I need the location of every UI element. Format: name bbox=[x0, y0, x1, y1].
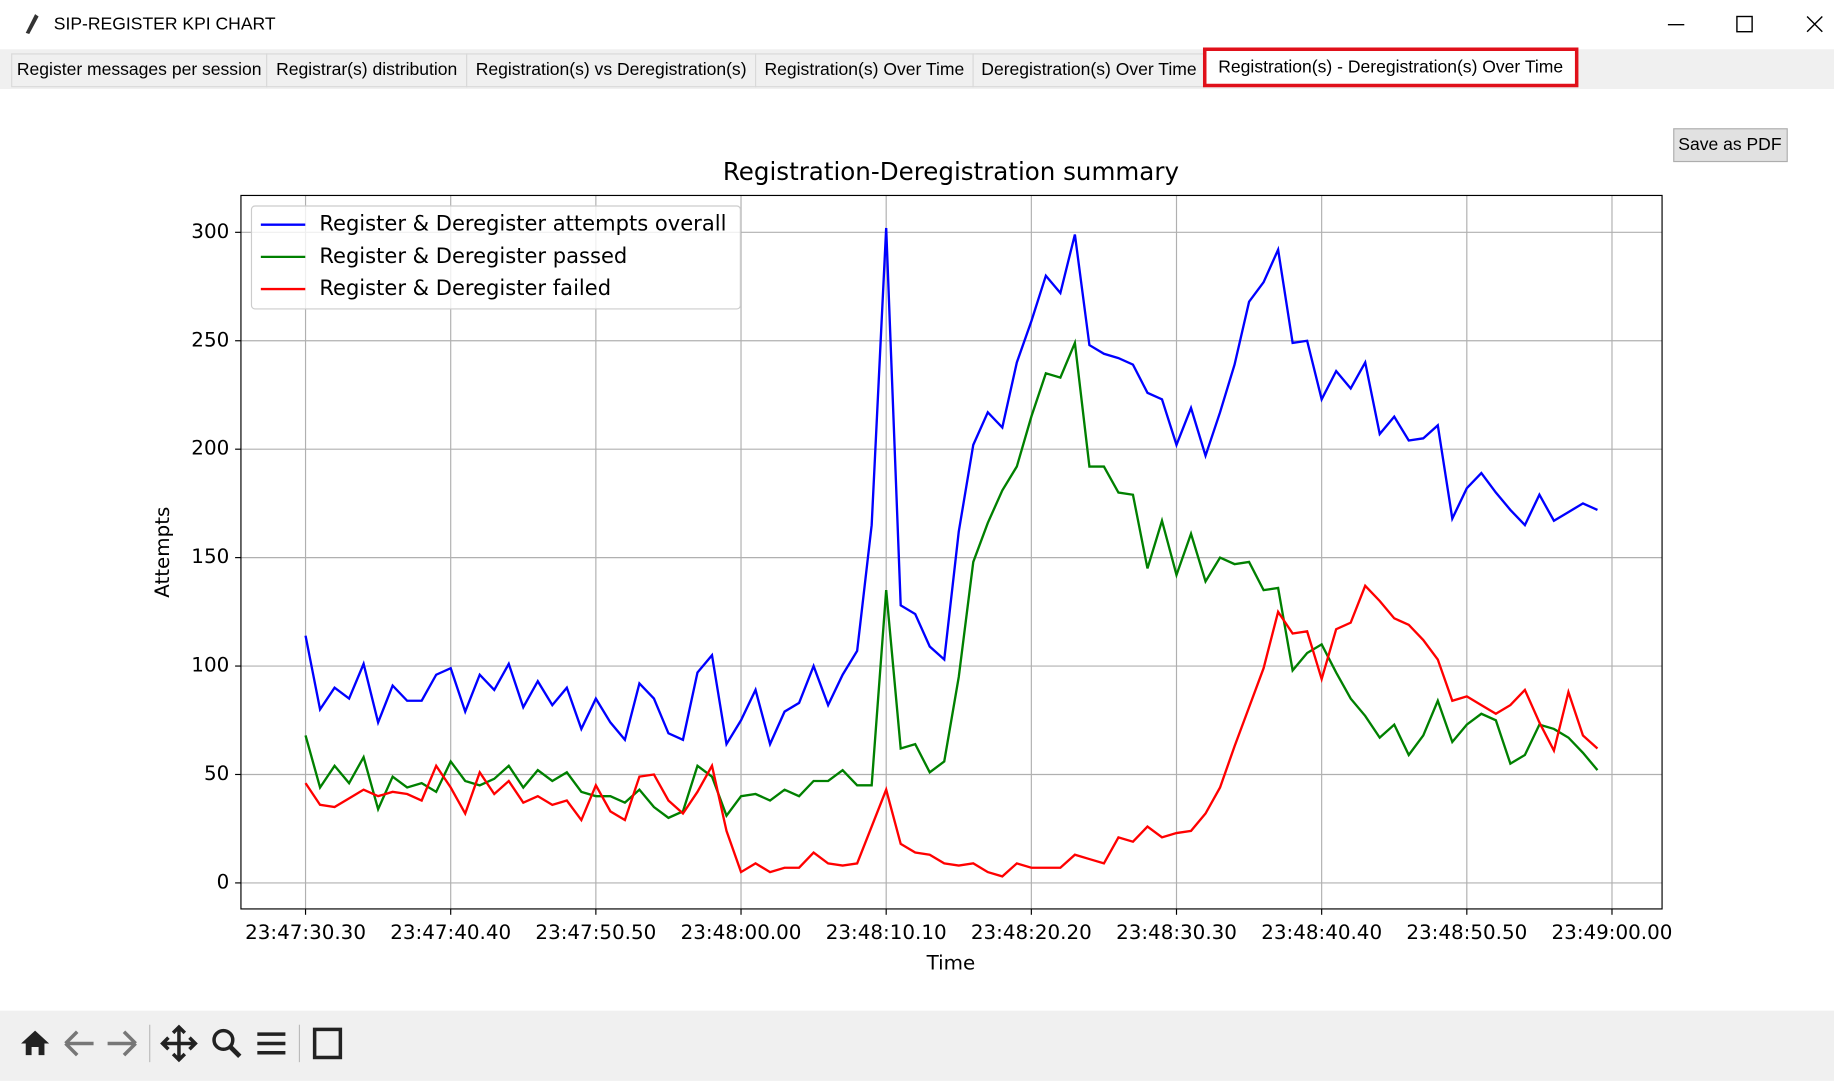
toolbar-icons bbox=[21, 1024, 343, 1063]
tab[interactable] bbox=[1202, 47, 1579, 88]
y-tick-label: 150 bbox=[191, 545, 229, 568]
legend-label: Register & Deregister passed bbox=[319, 243, 627, 268]
x-tick-label: 23:49:00.00 bbox=[1552, 921, 1673, 944]
save-pdf-label: Save as PDF bbox=[1678, 134, 1781, 154]
back-icon[interactable] bbox=[64, 1030, 94, 1057]
forward-icon[interactable] bbox=[107, 1030, 137, 1057]
tab[interactable] bbox=[972, 53, 1206, 88]
x-tick-label: 23:48:10.10 bbox=[826, 921, 947, 944]
zoom-icon[interactable] bbox=[212, 1028, 235, 1052]
series-line bbox=[304, 338, 1599, 820]
tab-label: Registration(s) vs Deregistration(s) bbox=[476, 59, 747, 79]
tab-label: Registrar(s) distribution bbox=[276, 59, 457, 79]
legend-label: Register & Deregister failed bbox=[319, 275, 611, 300]
y-tick-label: 300 bbox=[191, 220, 229, 243]
window-title: SIP-REGISTER KPI CHART bbox=[54, 13, 276, 33]
x-tick-label: 23:47:50.50 bbox=[535, 921, 656, 944]
toolbar bbox=[0, 1010, 1834, 1081]
save-icon[interactable] bbox=[312, 1027, 343, 1060]
tab[interactable] bbox=[755, 53, 974, 88]
pan-icon[interactable] bbox=[160, 1024, 198, 1063]
x-axis-label: Time bbox=[926, 951, 976, 974]
x-tick-label: 23:48:50.50 bbox=[1406, 921, 1527, 944]
y-tick-label: 100 bbox=[191, 654, 229, 677]
zoom-handle bbox=[228, 1045, 242, 1058]
save-pdf-button[interactable] bbox=[1673, 128, 1788, 163]
home-icon[interactable] bbox=[21, 1030, 50, 1056]
tab-label: Deregistration(s) Over Time bbox=[981, 59, 1196, 79]
x-tick-label: 23:48:00.00 bbox=[681, 921, 802, 944]
series-line bbox=[304, 227, 1598, 748]
tab-label: Registration(s) - Deregistration(s) Over… bbox=[1218, 57, 1563, 77]
legend-box bbox=[250, 205, 741, 310]
y-tick-label: 50 bbox=[204, 762, 229, 785]
y-tick-label: 200 bbox=[191, 437, 229, 460]
maximize[interactable] bbox=[1736, 15, 1753, 33]
x-tick-label: 23:48:30.30 bbox=[1116, 921, 1237, 944]
tab[interactable] bbox=[466, 53, 757, 88]
y-tick-label: 0 bbox=[217, 870, 230, 893]
tab-label: Registration(s) Over Time bbox=[765, 59, 965, 79]
x-tick-label: 23:47:40.40 bbox=[390, 921, 511, 944]
config-icon[interactable] bbox=[257, 1032, 286, 1055]
legend-label: Register & Deregister attempts overall bbox=[319, 211, 726, 236]
tab-label: Register messages per session bbox=[17, 59, 262, 79]
tab[interactable] bbox=[11, 53, 268, 88]
x-tick-label: 23:47:30.30 bbox=[245, 921, 366, 944]
y-tick-label: 250 bbox=[191, 328, 229, 351]
chart-title: Registration-Deregistration summary bbox=[723, 157, 1179, 186]
x-tick-label: 23:48:20.20 bbox=[971, 921, 1092, 944]
app-icon bbox=[25, 14, 39, 35]
y-axis-label: Attempts bbox=[151, 507, 174, 598]
tab[interactable] bbox=[266, 53, 468, 88]
series-line bbox=[304, 583, 1599, 878]
close[interactable] bbox=[1806, 16, 1823, 33]
x-tick-label: 23:48:40.40 bbox=[1261, 921, 1382, 944]
plot-frame bbox=[240, 194, 1663, 910]
